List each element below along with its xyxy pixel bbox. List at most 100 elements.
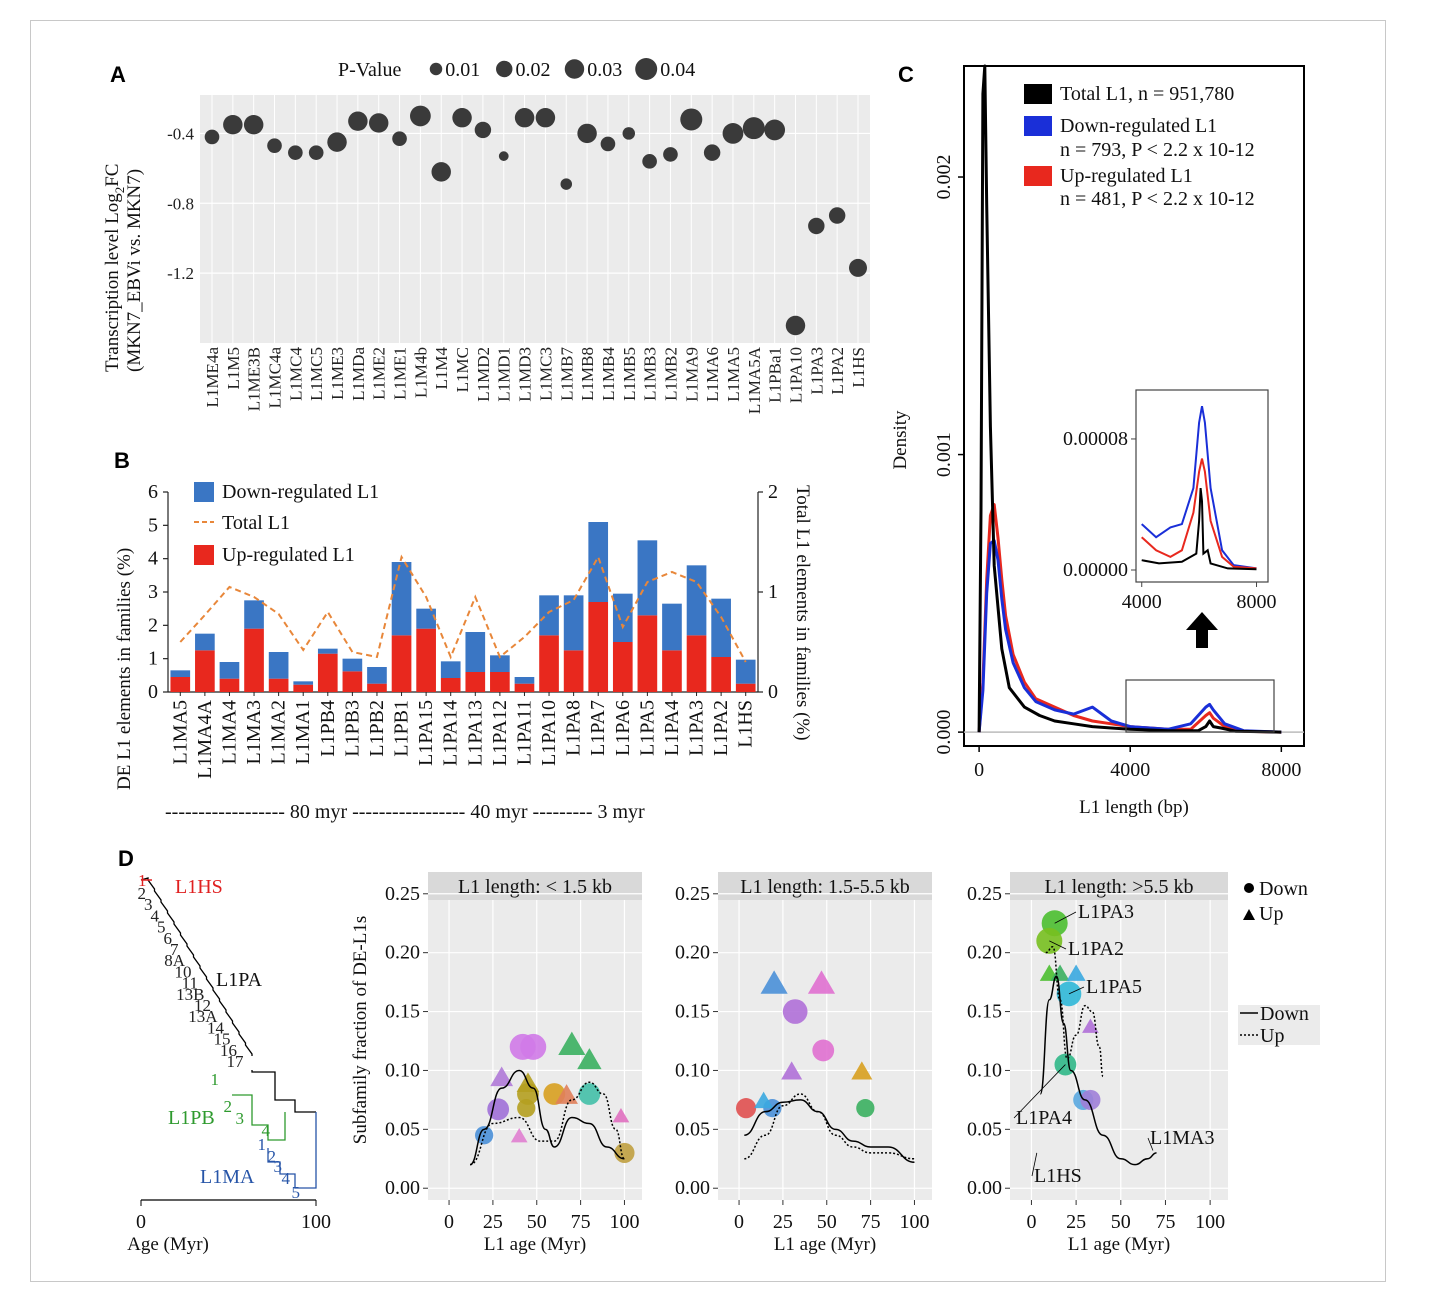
a-point-l1m4b: [410, 105, 431, 127]
facet-smooth-up: [469, 1081, 626, 1166]
facet-point-triangle: [1082, 1018, 1099, 1033]
b-bar-up: [170, 677, 191, 692]
panel-c-legend: Total L1, n = 951,780 Down-regulated L1 …: [1024, 83, 1255, 210]
a-xtick-label: L1MC4a: [266, 347, 285, 409]
tree-branch-l1pa: [140, 877, 253, 1056]
a-point-l1mda: [348, 111, 368, 131]
a-point-l1md2: [474, 121, 492, 139]
facet-ytick-label: 0.05: [675, 1118, 710, 1140]
facet-ytick-label: 0.00: [675, 1177, 710, 1199]
a-point-l1me1: [392, 131, 407, 146]
facet-smooth-down: [1039, 975, 1157, 1166]
legend-up-l1: Up-regulated L1: [1060, 165, 1193, 187]
tree-node-number: 12: [194, 996, 211, 1015]
annotation-label: L1PA2: [1068, 938, 1124, 960]
legend-total-label: Total L1: [222, 512, 290, 534]
a-xtick-label: L1PA2: [828, 347, 847, 395]
facet-point-triangle: [555, 1084, 578, 1104]
b-bar-down: [317, 648, 338, 654]
legend-down-l1-stats: n = 793, P < 2.2 x 10-12: [1060, 139, 1255, 161]
legend-down-label: Down-regulated L1: [222, 481, 379, 503]
panel-b-label: B: [114, 448, 130, 473]
legend-shape-down: Down: [1259, 878, 1308, 900]
tree-label-l1hs: L1HS: [175, 876, 223, 898]
facet-xtick-label: 50: [1111, 1211, 1131, 1233]
a-point-l1ma5a: [742, 117, 765, 140]
facet-point-triangle: [851, 1061, 873, 1080]
b-xtick-label: L1PA11: [513, 700, 535, 765]
b-bar-down: [711, 598, 731, 657]
a-point-l1mc3: [535, 107, 556, 128]
b-bar-up: [440, 678, 461, 692]
a-point-l1me4a: [204, 129, 220, 145]
facet-smooth-down: [469, 1069, 625, 1166]
pvalue-legend-label: 0.04: [660, 59, 695, 81]
facet-ytick-label: 0.00: [967, 1177, 1002, 1199]
facet-ytick-label: 0.20: [385, 942, 420, 964]
tree-node-number-pb: 4: [262, 1121, 271, 1140]
facet-ytick-label: 0.05: [967, 1118, 1002, 1140]
b-ytick-right-label: 2: [768, 481, 778, 503]
tree-node-number: 10: [175, 962, 192, 981]
b-bar-down: [490, 655, 510, 672]
a-point-l1mb8: [577, 123, 597, 144]
a-xtick-label: L1ME1: [391, 347, 410, 400]
facet-point-triangle: [612, 1108, 630, 1123]
tree-node-number: 4: [151, 906, 160, 925]
a-point-l1mc5: [308, 145, 324, 160]
b-xtick-label: L1PA13: [464, 700, 486, 766]
tree-label-l1pb: L1PB: [168, 1107, 215, 1129]
a-xtick-label: L1M4: [432, 347, 451, 390]
b-bar-down: [465, 632, 486, 672]
b-ytick-right-label: 1: [768, 581, 778, 603]
a-point-l1mb4: [600, 136, 616, 152]
a-xtick-label: L1MB7: [557, 347, 576, 401]
panel-b-ylabel-right: Total L1 elements in families (%): [792, 485, 813, 741]
b-bar-up: [514, 683, 535, 692]
annotation-label: L1MA3: [1150, 1127, 1214, 1149]
a-xtick-label: L1MB5: [620, 347, 639, 401]
b-xtick-label: L1PA6: [612, 700, 634, 756]
facet-ytick-label: 0.25: [385, 883, 420, 905]
c-xtick-label: 4000: [1110, 759, 1150, 781]
panel-a-ylabel-line2: (MKN7_EBVi vs. MKN7): [124, 169, 145, 372]
c-ytick-label: 0.002: [933, 155, 955, 200]
facet-point-circle: [517, 1099, 536, 1118]
panel-b-legend: Down-regulated L1 Total L1 Up-regulated …: [194, 481, 379, 566]
b-bar-up: [317, 653, 338, 692]
facet-xtick-label: 0: [734, 1211, 744, 1233]
a-point-l1ma5: [722, 123, 744, 144]
b-bar-down: [686, 565, 707, 636]
facet-xtick-label: 0: [444, 1211, 454, 1233]
facet-point-circle: [856, 1099, 875, 1118]
facet-xlabel: L1 age (Myr): [1068, 1234, 1170, 1255]
facet-point-triangle: [558, 1031, 586, 1056]
a-xtick-label: L1MB2: [661, 347, 680, 401]
annotation-leader: [1054, 911, 1077, 924]
b-bar-down: [440, 661, 461, 678]
facet-strip: [428, 872, 642, 900]
panel-a-ylabel-subscript: 2: [112, 187, 127, 194]
b-ytick-left-label: 1: [148, 648, 158, 670]
panel-a-ylabel-text: Transcription level Log: [102, 193, 123, 372]
a-point-l1m5: [223, 114, 243, 135]
b-xtick-label: L1PA15: [415, 700, 437, 766]
a-xtick-label: L1PBa1: [766, 347, 785, 403]
facet-ytick-label: 0.10: [385, 1059, 420, 1081]
b-bar-down: [612, 593, 633, 642]
facet-point-triangle: [760, 970, 788, 994]
panel-d-ylabel: Subfamily fraction of DE-L1s: [350, 916, 371, 1144]
a-xtick-label: L1MC5: [307, 347, 326, 401]
facet-point-circle: [578, 1083, 601, 1105]
tree-node-number: 11: [182, 974, 198, 993]
facet-ytick-label: 0.10: [675, 1059, 710, 1081]
annotation-leader: [1031, 1152, 1038, 1177]
tree-label-l1ma: L1MA: [200, 1166, 255, 1188]
a-point-l1mc4a: [267, 138, 282, 153]
facet-ytick-label: 0.05: [385, 1118, 420, 1140]
b-bar-up: [711, 657, 731, 692]
annotation-leader: [1049, 940, 1067, 950]
a-point-l1md3: [514, 107, 535, 128]
tree-node-number-ma: 3: [274, 1157, 283, 1176]
facet-point-triangle: [781, 1061, 803, 1080]
